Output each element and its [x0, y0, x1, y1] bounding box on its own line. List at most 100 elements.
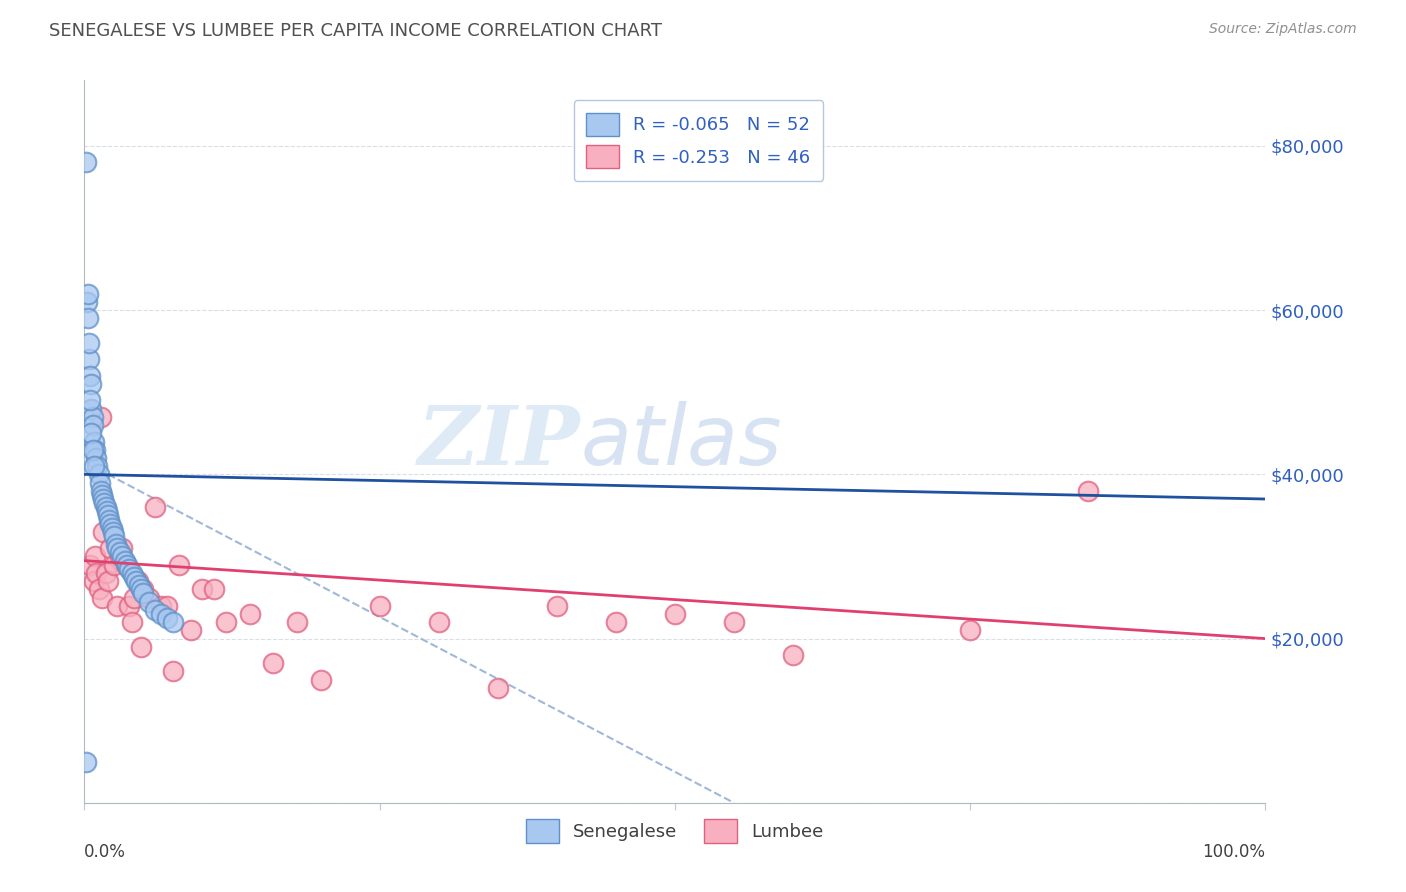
Point: [83, 459, 105, 474]
Point: [118, 562, 141, 576]
Point: [114, 553, 136, 567]
Point: [162, 665, 184, 679]
Point: [150, 599, 173, 613]
Point: [87, 467, 110, 482]
Point: [90, 409, 112, 424]
Point: [105, 537, 128, 551]
Text: SENEGALESE VS LUMBEE PER CAPITA INCOME CORRELATION CHART: SENEGALESE VS LUMBEE PER CAPITA INCOME C…: [49, 22, 662, 40]
Point: [101, 524, 124, 539]
Point: [87, 582, 110, 597]
Point: [94, 500, 117, 515]
Point: [138, 591, 160, 605]
Point: [239, 607, 262, 621]
Point: [1077, 483, 1099, 498]
Point: [77, 336, 100, 351]
Point: [97, 574, 120, 588]
Point: [84, 442, 107, 457]
Point: [98, 512, 121, 526]
Point: [108, 545, 131, 559]
Point: [128, 578, 150, 592]
Point: [143, 500, 166, 515]
Text: Source: ZipAtlas.com: Source: ZipAtlas.com: [1209, 22, 1357, 37]
Point: [129, 640, 152, 654]
Point: [127, 574, 149, 588]
Point: [546, 599, 568, 613]
Point: [122, 591, 145, 605]
Point: [191, 582, 214, 597]
Point: [132, 582, 155, 597]
Point: [486, 681, 509, 695]
Point: [115, 558, 138, 572]
Point: [94, 566, 117, 580]
Point: [75, 755, 97, 769]
Point: [89, 475, 111, 490]
Point: [96, 504, 118, 518]
Point: [86, 459, 108, 474]
Point: [82, 418, 104, 433]
Point: [180, 624, 202, 638]
Point: [98, 516, 121, 531]
Point: [111, 549, 134, 564]
Text: 0.0%: 0.0%: [84, 843, 127, 861]
Point: [107, 599, 129, 613]
Point: [782, 648, 804, 662]
Legend: Senegalese, Lumbee: Senegalese, Lumbee: [513, 806, 837, 855]
Point: [143, 603, 166, 617]
Point: [82, 409, 104, 424]
Point: [122, 570, 145, 584]
Point: [91, 488, 114, 502]
Point: [138, 594, 160, 608]
Point: [605, 615, 627, 630]
Point: [285, 615, 308, 630]
Point: [959, 624, 981, 638]
Point: [84, 450, 107, 465]
Point: [162, 615, 184, 630]
Point: [91, 491, 114, 506]
Point: [103, 558, 125, 572]
Point: [79, 368, 101, 383]
Point: [368, 599, 391, 613]
Point: [125, 574, 148, 588]
Point: [77, 286, 100, 301]
Point: [262, 657, 284, 671]
Point: [111, 541, 134, 556]
Point: [80, 426, 103, 441]
Point: [91, 591, 114, 605]
Point: [98, 541, 121, 556]
Point: [83, 574, 105, 588]
Point: [202, 582, 225, 597]
Point: [79, 393, 101, 408]
Point: [84, 566, 107, 580]
Point: [80, 401, 103, 416]
Point: [93, 496, 115, 510]
Point: [150, 607, 173, 621]
Point: [427, 615, 450, 630]
Point: [76, 295, 98, 310]
Point: [156, 599, 179, 613]
Point: [114, 558, 136, 572]
Point: [121, 566, 143, 580]
Point: [132, 586, 155, 600]
Point: [118, 599, 141, 613]
Point: [100, 521, 122, 535]
Point: [723, 615, 745, 630]
Point: [108, 549, 131, 564]
Text: 100.0%: 100.0%: [1202, 843, 1265, 861]
Point: [129, 582, 152, 597]
Point: [167, 558, 190, 572]
Point: [107, 541, 129, 556]
Point: [77, 311, 100, 326]
Point: [83, 434, 105, 449]
Point: [84, 549, 107, 564]
Point: [91, 524, 114, 539]
Point: [309, 673, 332, 687]
Text: atlas: atlas: [581, 401, 782, 482]
Point: [90, 483, 112, 498]
Point: [215, 615, 238, 630]
Point: [80, 377, 103, 392]
Point: [79, 558, 101, 572]
Point: [103, 529, 125, 543]
Point: [97, 508, 120, 523]
Point: [121, 615, 143, 630]
Point: [75, 155, 97, 169]
